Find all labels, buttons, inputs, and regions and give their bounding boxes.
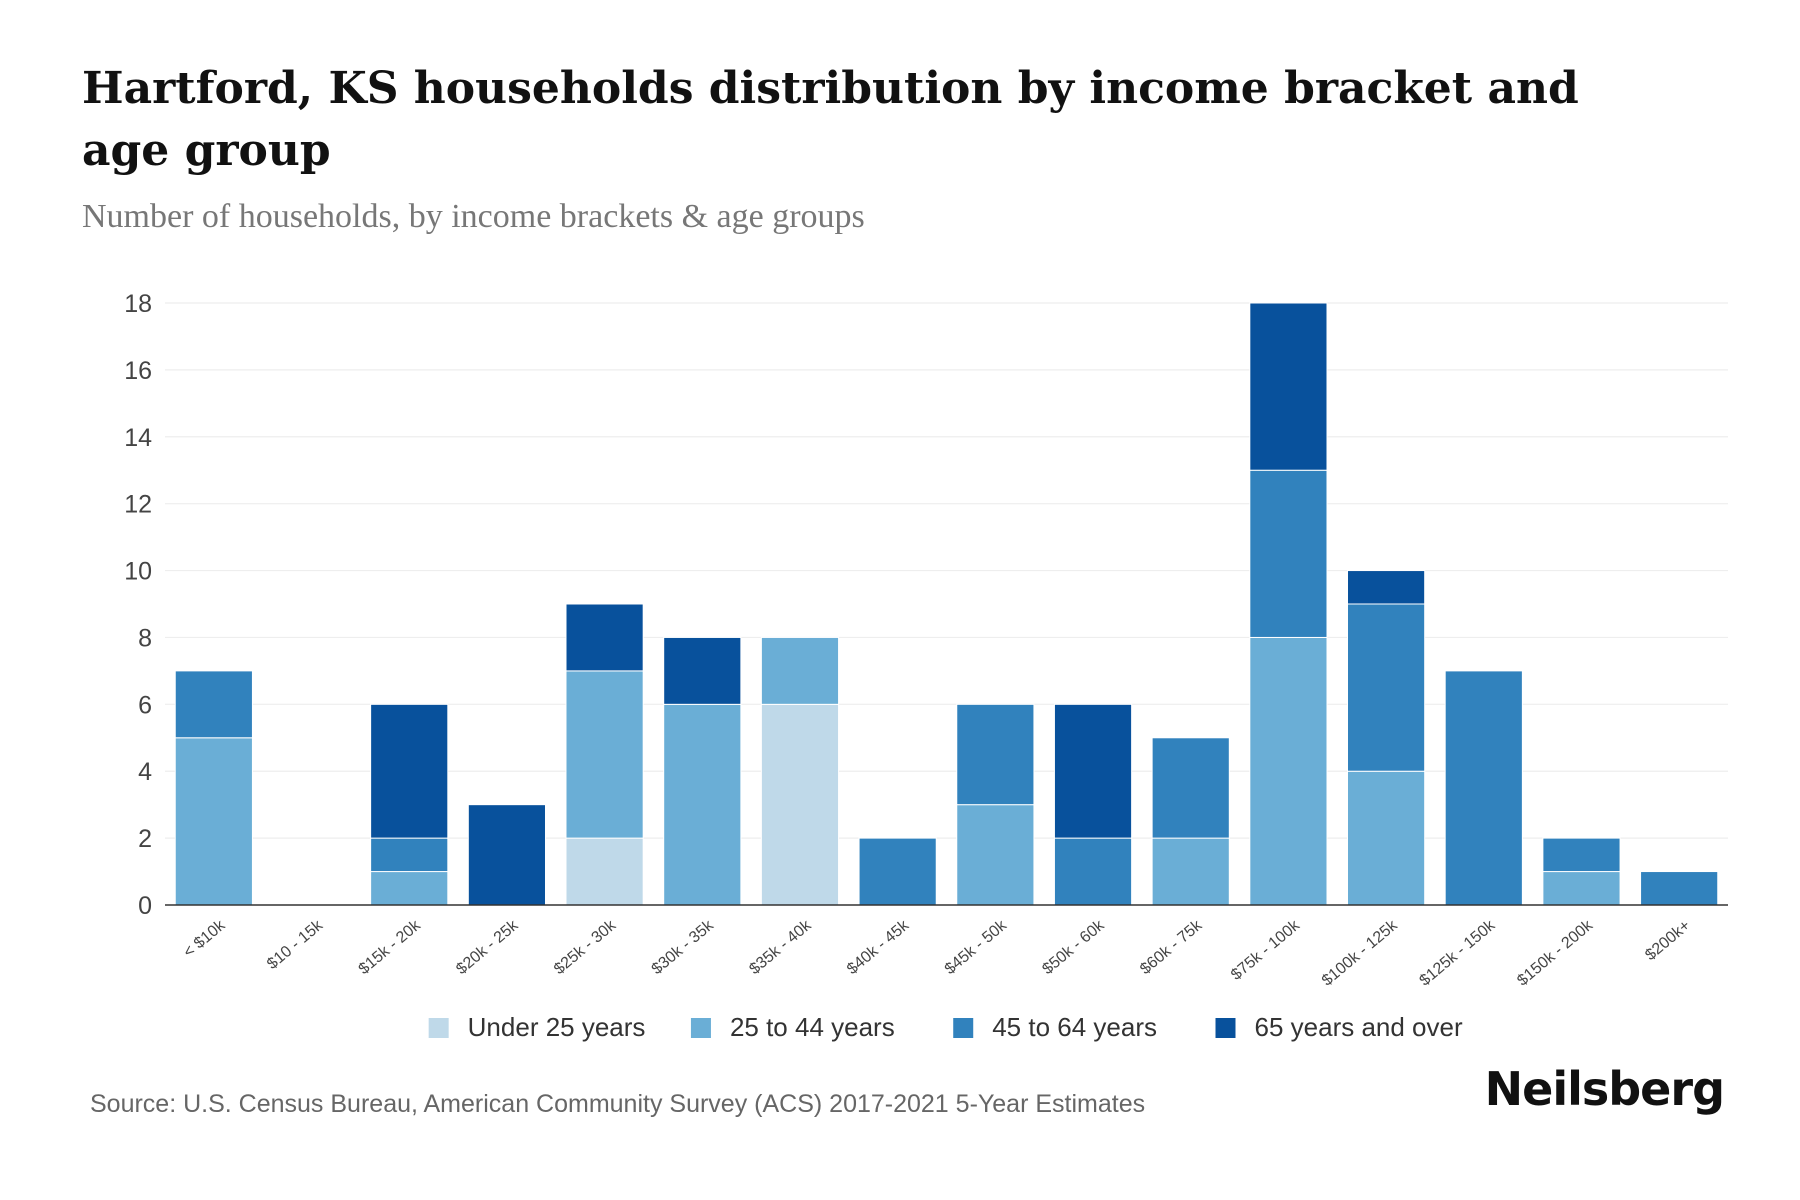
bar-45k-50k-25-to-44-years[interactable] — [956, 804, 1035, 906]
y-tick-label: 8 — [138, 624, 152, 652]
bar-25k-30k-65-years-and-over[interactable] — [565, 603, 644, 672]
x-tick-label: $75k - 100k — [1228, 916, 1304, 983]
source-note: Source: U.S. Census Bureau, American Com… — [90, 1090, 1146, 1118]
y-tick-label: 4 — [138, 758, 152, 786]
brand-logo: Neilsberg — [1484, 1062, 1725, 1116]
legend-swatch-25-to-44-years — [690, 1018, 711, 1038]
x-tick-label: $25k - 30k — [551, 916, 620, 978]
legend-label-under-25-years: Under 25 years — [468, 1012, 646, 1042]
x-tick-label: $125k - 150k — [1417, 916, 1500, 989]
x-tick-label: $150k - 200k — [1514, 916, 1597, 989]
x-tick-label: $40k - 45k — [844, 916, 913, 978]
bar-60k-75k-25-to-44-years[interactable] — [1151, 837, 1230, 906]
bar-45k-50k-45-to-64-years[interactable] — [956, 703, 1035, 806]
bar-20k-25k-65-years-and-over[interactable] — [467, 804, 546, 906]
bar-10k-25-to-44-years[interactable] — [174, 737, 253, 906]
legend-swatch-45-to-64-years — [953, 1018, 974, 1038]
y-tick-label: 18 — [124, 290, 152, 318]
bar-100k-125k-65-years-and-over[interactable] — [1347, 570, 1426, 605]
x-tick-label: $45k - 50k — [942, 916, 1011, 978]
bars — [174, 302, 1719, 906]
bar-150k-200k-45-to-64-years[interactable] — [1542, 837, 1621, 873]
bar-35k-40k-25-to-44-years[interactable] — [760, 636, 840, 705]
bar-40k-45k-45-to-64-years[interactable] — [858, 837, 937, 906]
bar-75k-100k-45-to-64-years[interactable] — [1249, 469, 1328, 638]
y-tick-label: 0 — [138, 892, 152, 920]
y-tick-label: 6 — [138, 691, 152, 719]
bar-30k-35k-65-years-and-over[interactable] — [663, 636, 742, 705]
bar-200k-45-to-64-years[interactable] — [1640, 871, 1719, 906]
chart-title: Hartford, KS households distribution by … — [82, 63, 1579, 176]
y-tick-label: 2 — [138, 825, 152, 853]
legend-label-25-to-44-years: 25 to 44 years — [730, 1012, 895, 1042]
x-tick-label: < $10k — [180, 916, 229, 961]
bar-15k-20k-25-to-44-years[interactable] — [370, 871, 449, 906]
bar-15k-20k-45-to-64-years[interactable] — [370, 837, 449, 873]
legend-label-65-years-and-over: 65 years and over — [1255, 1012, 1463, 1042]
x-tick-label: $35k - 40k — [746, 916, 815, 978]
y-tick-label: 16 — [124, 357, 152, 385]
bar-10k-45-to-64-years[interactable] — [174, 670, 253, 739]
bar-75k-100k-25-to-44-years[interactable] — [1249, 636, 1328, 906]
x-tick-label: $10 - 15k — [264, 916, 327, 973]
x-tick-label: $15k - 20k — [356, 916, 425, 978]
stacked-bar-chart: 0 2 4 6 8 10 12 14 16 18 < $10k $10 - 15k $15k - 20… — [124, 290, 1728, 1042]
bar-25k-30k-under-25-years[interactable] — [565, 837, 644, 906]
x-tick-label: $60k - 75k — [1137, 916, 1206, 978]
bar-75k-100k-65-years-and-over[interactable] — [1249, 302, 1328, 471]
bar-60k-75k-45-to-64-years[interactable] — [1151, 737, 1230, 839]
x-axis-ticks: < $10k $10 - 15k $15k - 20k $20k - 25k $25k … — [180, 916, 1693, 989]
legend-swatch-65-years-and-over — [1215, 1018, 1236, 1038]
bar-100k-125k-25-to-44-years[interactable] — [1347, 770, 1426, 906]
bar-50k-60k-65-years-and-over[interactable] — [1053, 703, 1133, 839]
y-axis-ticks: 0 2 4 6 8 10 12 14 16 18 — [124, 290, 152, 920]
x-tick-label: $100k - 125k — [1319, 916, 1402, 989]
bar-30k-35k-25-to-44-years[interactable] — [663, 703, 742, 906]
y-tick-label: 10 — [124, 558, 152, 586]
bar-25k-30k-25-to-44-years[interactable] — [565, 670, 644, 839]
x-tick-label: $50k - 60k — [1039, 916, 1108, 978]
y-tick-label: 12 — [124, 491, 152, 519]
bar-125k-150k-45-to-64-years[interactable] — [1444, 670, 1523, 906]
legend-label-45-to-64-years: 45 to 64 years — [992, 1012, 1157, 1042]
x-tick-label: $20k - 25k — [453, 916, 522, 978]
bar-100k-125k-45-to-64-years[interactable] — [1347, 603, 1426, 772]
chart-subtitle: Number of households, by income brackets… — [82, 198, 865, 235]
x-tick-label: $200k+ — [1642, 917, 1693, 964]
x-tick-label: $30k - 35k — [649, 916, 718, 978]
bar-35k-40k-under-25-years[interactable] — [760, 703, 840, 906]
y-tick-label: 14 — [124, 424, 152, 452]
bar-150k-200k-25-to-44-years[interactable] — [1542, 871, 1621, 906]
legend: Under 25 years 25 to 44 years 45 to 64 yea… — [428, 1012, 1463, 1042]
bar-15k-20k-65-years-and-over[interactable] — [370, 703, 449, 839]
bar-50k-60k-45-to-64-years[interactable] — [1053, 837, 1133, 906]
legend-swatch-under-25-years — [428, 1018, 449, 1038]
